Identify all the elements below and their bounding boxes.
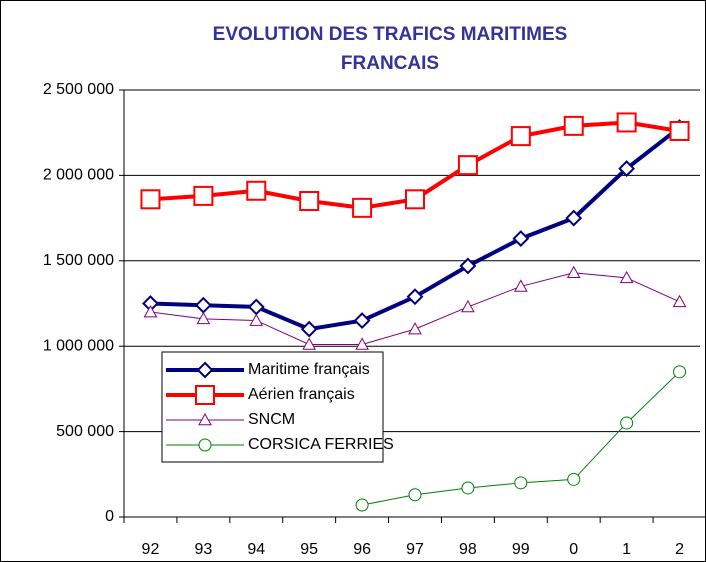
x-tick-label: 2	[675, 541, 684, 558]
legend-label: Aérien français	[248, 386, 355, 403]
x-tick-label: 99	[512, 541, 530, 558]
marker	[461, 299, 475, 313]
marker	[457, 155, 478, 176]
marker	[353, 312, 371, 329]
x-tick-label: 93	[194, 541, 212, 558]
y-tick-label: 1 500 000	[43, 252, 114, 269]
x-tick-label: 92	[142, 541, 160, 558]
marker	[618, 160, 636, 177]
marker	[620, 416, 634, 430]
marker	[406, 288, 424, 306]
marker	[355, 498, 369, 512]
marker	[461, 481, 475, 495]
marker	[673, 365, 687, 379]
legend-label: Maritime français	[248, 361, 370, 378]
y-tick-label: 1 000 000	[43, 337, 114, 354]
marker	[246, 180, 267, 201]
marker	[616, 112, 637, 133]
marker	[196, 311, 211, 325]
marker	[513, 279, 528, 292]
marker	[669, 120, 690, 141]
y-tick-label: 500 000	[56, 423, 114, 440]
marker	[193, 185, 214, 206]
marker	[249, 313, 264, 326]
x-tick-label: 1	[622, 541, 631, 558]
x-tick-label: 96	[353, 541, 371, 558]
legend-label: SNCM	[248, 411, 295, 428]
x-tick-label: 94	[247, 541, 265, 558]
y-tick-label: 2 500 000	[43, 81, 114, 98]
legend-marker	[198, 412, 212, 426]
marker	[619, 270, 634, 284]
marker	[408, 322, 422, 335]
legend-marker	[198, 438, 212, 452]
marker	[408, 488, 422, 502]
marker	[565, 209, 583, 227]
marker	[563, 115, 584, 136]
marker	[514, 476, 528, 490]
marker	[299, 191, 320, 212]
x-tick-label: 97	[406, 541, 424, 558]
marker	[140, 189, 161, 210]
chart-title-text: EVOLUTION DES TRAFICS MARITIMES FRANCAIS	[213, 24, 568, 74]
legend-label: CORSICA FERRIES	[248, 436, 394, 453]
marker	[355, 337, 369, 350]
legend-marker	[195, 385, 215, 405]
marker	[512, 230, 530, 248]
marker	[300, 320, 318, 338]
marker	[302, 337, 317, 350]
legend: Maritime français Aérien français SNCM CORS…	[161, 351, 394, 463]
marker	[459, 257, 477, 275]
marker	[510, 126, 531, 147]
y-tick-label: 0	[105, 508, 114, 525]
marker	[672, 294, 687, 308]
marker	[352, 197, 373, 218]
x-tick-label: 98	[459, 541, 477, 558]
marker	[566, 265, 581, 279]
marker	[567, 472, 581, 486]
marker	[405, 189, 425, 210]
chart-title: EVOLUTION DES TRAFICS MARITIMES FRANCAIS	[213, 24, 568, 74]
x-tick-label: 95	[300, 541, 318, 558]
y-tick-label: 2 000 000	[43, 167, 114, 184]
marker	[143, 305, 158, 318]
x-tick-label: 0	[569, 541, 578, 558]
legend-marker	[196, 361, 214, 379]
